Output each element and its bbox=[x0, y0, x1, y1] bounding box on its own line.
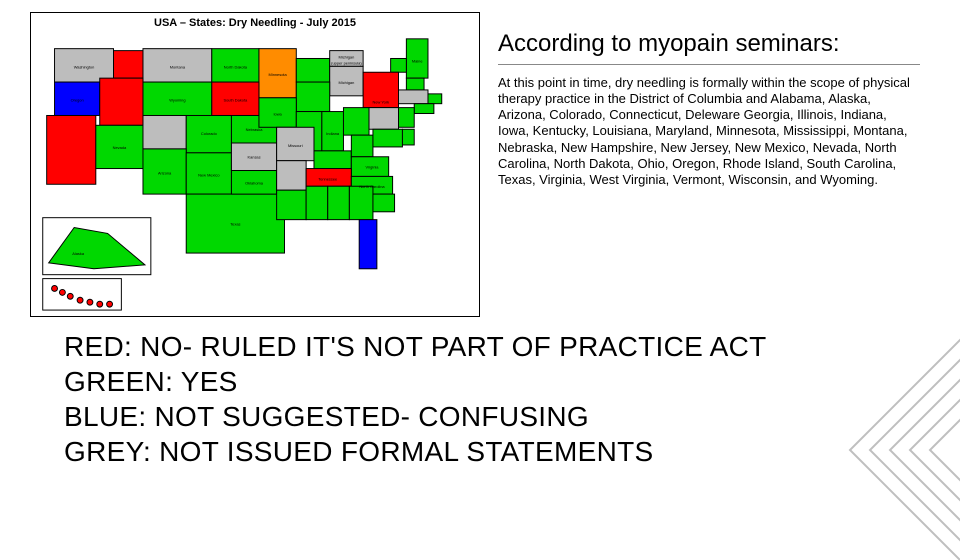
legend-line: BLUE: NOT SUGGESTED- CONFUSING bbox=[64, 399, 920, 434]
svg-text:Minnesota: Minnesota bbox=[269, 72, 288, 77]
svg-text:North Dakota: North Dakota bbox=[224, 64, 248, 69]
svg-text:Indiana: Indiana bbox=[326, 131, 340, 136]
svg-text:Nebraska: Nebraska bbox=[246, 127, 264, 132]
svg-text:Arizona: Arizona bbox=[158, 170, 172, 175]
map-title: USA – States: Dry Needling - July 2015 bbox=[31, 13, 479, 29]
svg-text:Michigan: Michigan bbox=[339, 80, 355, 85]
svg-text:Michigan: Michigan bbox=[339, 54, 355, 59]
svg-text:Nevada: Nevada bbox=[113, 145, 127, 150]
svg-text:North Carolina: North Carolina bbox=[359, 184, 385, 189]
legend-line: GREEN: YES bbox=[64, 364, 920, 399]
svg-text:Iowa: Iowa bbox=[273, 111, 282, 116]
svg-text:Missouri: Missouri bbox=[288, 143, 303, 148]
svg-text:New Mexico: New Mexico bbox=[198, 172, 220, 177]
svg-text:Oklahoma: Oklahoma bbox=[245, 180, 264, 185]
svg-text:Alaska: Alaska bbox=[72, 251, 85, 256]
legend-line: GREY: NOT ISSUED FORMAL STATEMENTS bbox=[64, 434, 920, 469]
svg-text:Oregon: Oregon bbox=[71, 98, 84, 103]
svg-text:Colorado: Colorado bbox=[201, 131, 218, 136]
top-row: USA – States: Dry Needling - July 2015 bbox=[30, 12, 920, 317]
text-column: According to myopain seminars: At this p… bbox=[498, 12, 920, 188]
svg-text:Kansas: Kansas bbox=[247, 155, 260, 160]
svg-text:Maine: Maine bbox=[412, 58, 423, 63]
usa-map: USA – States: Dry Needling - July 2015 bbox=[30, 12, 480, 317]
source-title: According to myopain seminars: bbox=[498, 30, 920, 65]
svg-text:(upper peninsula): (upper peninsula) bbox=[331, 60, 362, 65]
svg-text:Montana: Montana bbox=[170, 64, 186, 69]
legend-line: RED: NO- RULED IT'S NOT PART OF PRACTICE… bbox=[64, 329, 920, 364]
slide: USA – States: Dry Needling - July 2015 bbox=[0, 0, 960, 540]
svg-text:New York: New York bbox=[373, 100, 390, 105]
usa-map-svg: Washington Montana North Dakota Minnesot… bbox=[31, 29, 480, 314]
color-legend: RED: NO- RULED IT'S NOT PART OF PRACTICE… bbox=[64, 329, 920, 469]
svg-text:Wyoming: Wyoming bbox=[169, 98, 185, 103]
svg-text:Washington: Washington bbox=[74, 64, 95, 69]
svg-text:Tennessee: Tennessee bbox=[318, 176, 337, 181]
source-body: At this point in time, dry needling is f… bbox=[498, 75, 920, 189]
svg-text:Virginia: Virginia bbox=[365, 165, 379, 170]
svg-text:Texas: Texas bbox=[230, 222, 240, 227]
svg-text:South Dakota: South Dakota bbox=[223, 98, 248, 103]
